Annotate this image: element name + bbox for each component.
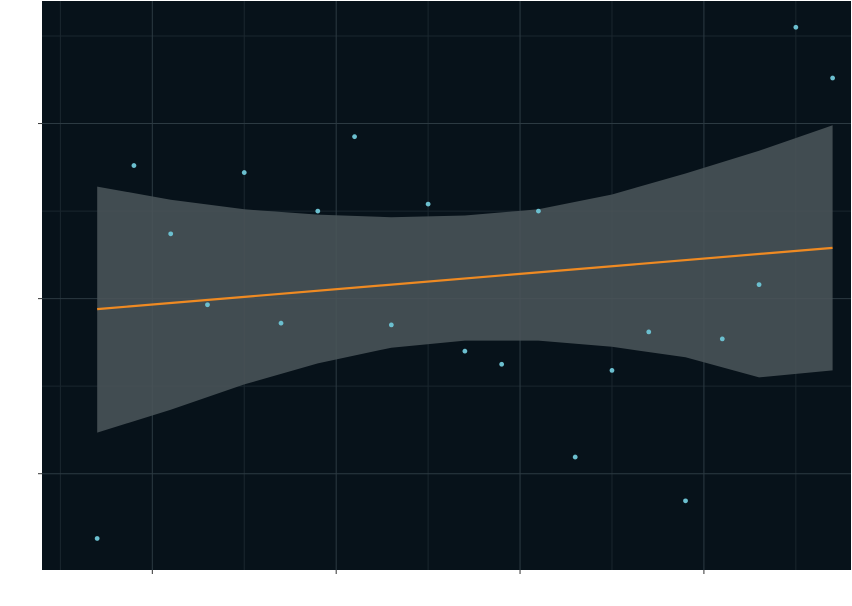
data-point	[830, 75, 836, 81]
data-point	[205, 302, 210, 308]
data-point	[168, 231, 174, 237]
data-point	[131, 163, 137, 168]
data-point	[683, 498, 688, 504]
data-point	[499, 361, 505, 367]
axis-ticks	[38, 123, 705, 574]
data-point	[462, 348, 468, 354]
data-point	[609, 368, 615, 373]
data-point	[94, 536, 100, 541]
data-point	[536, 208, 541, 214]
data-point	[352, 134, 357, 140]
data-point	[646, 329, 652, 335]
data-point	[572, 454, 578, 460]
data-point	[425, 201, 431, 207]
data-point	[756, 282, 762, 288]
data-points	[94, 24, 836, 541]
data-point	[793, 24, 799, 30]
data-point	[278, 320, 284, 326]
data-point	[241, 170, 247, 175]
data-point	[719, 336, 725, 342]
data-point	[388, 322, 394, 328]
data-point	[315, 208, 321, 214]
trend-line	[97, 246, 833, 311]
